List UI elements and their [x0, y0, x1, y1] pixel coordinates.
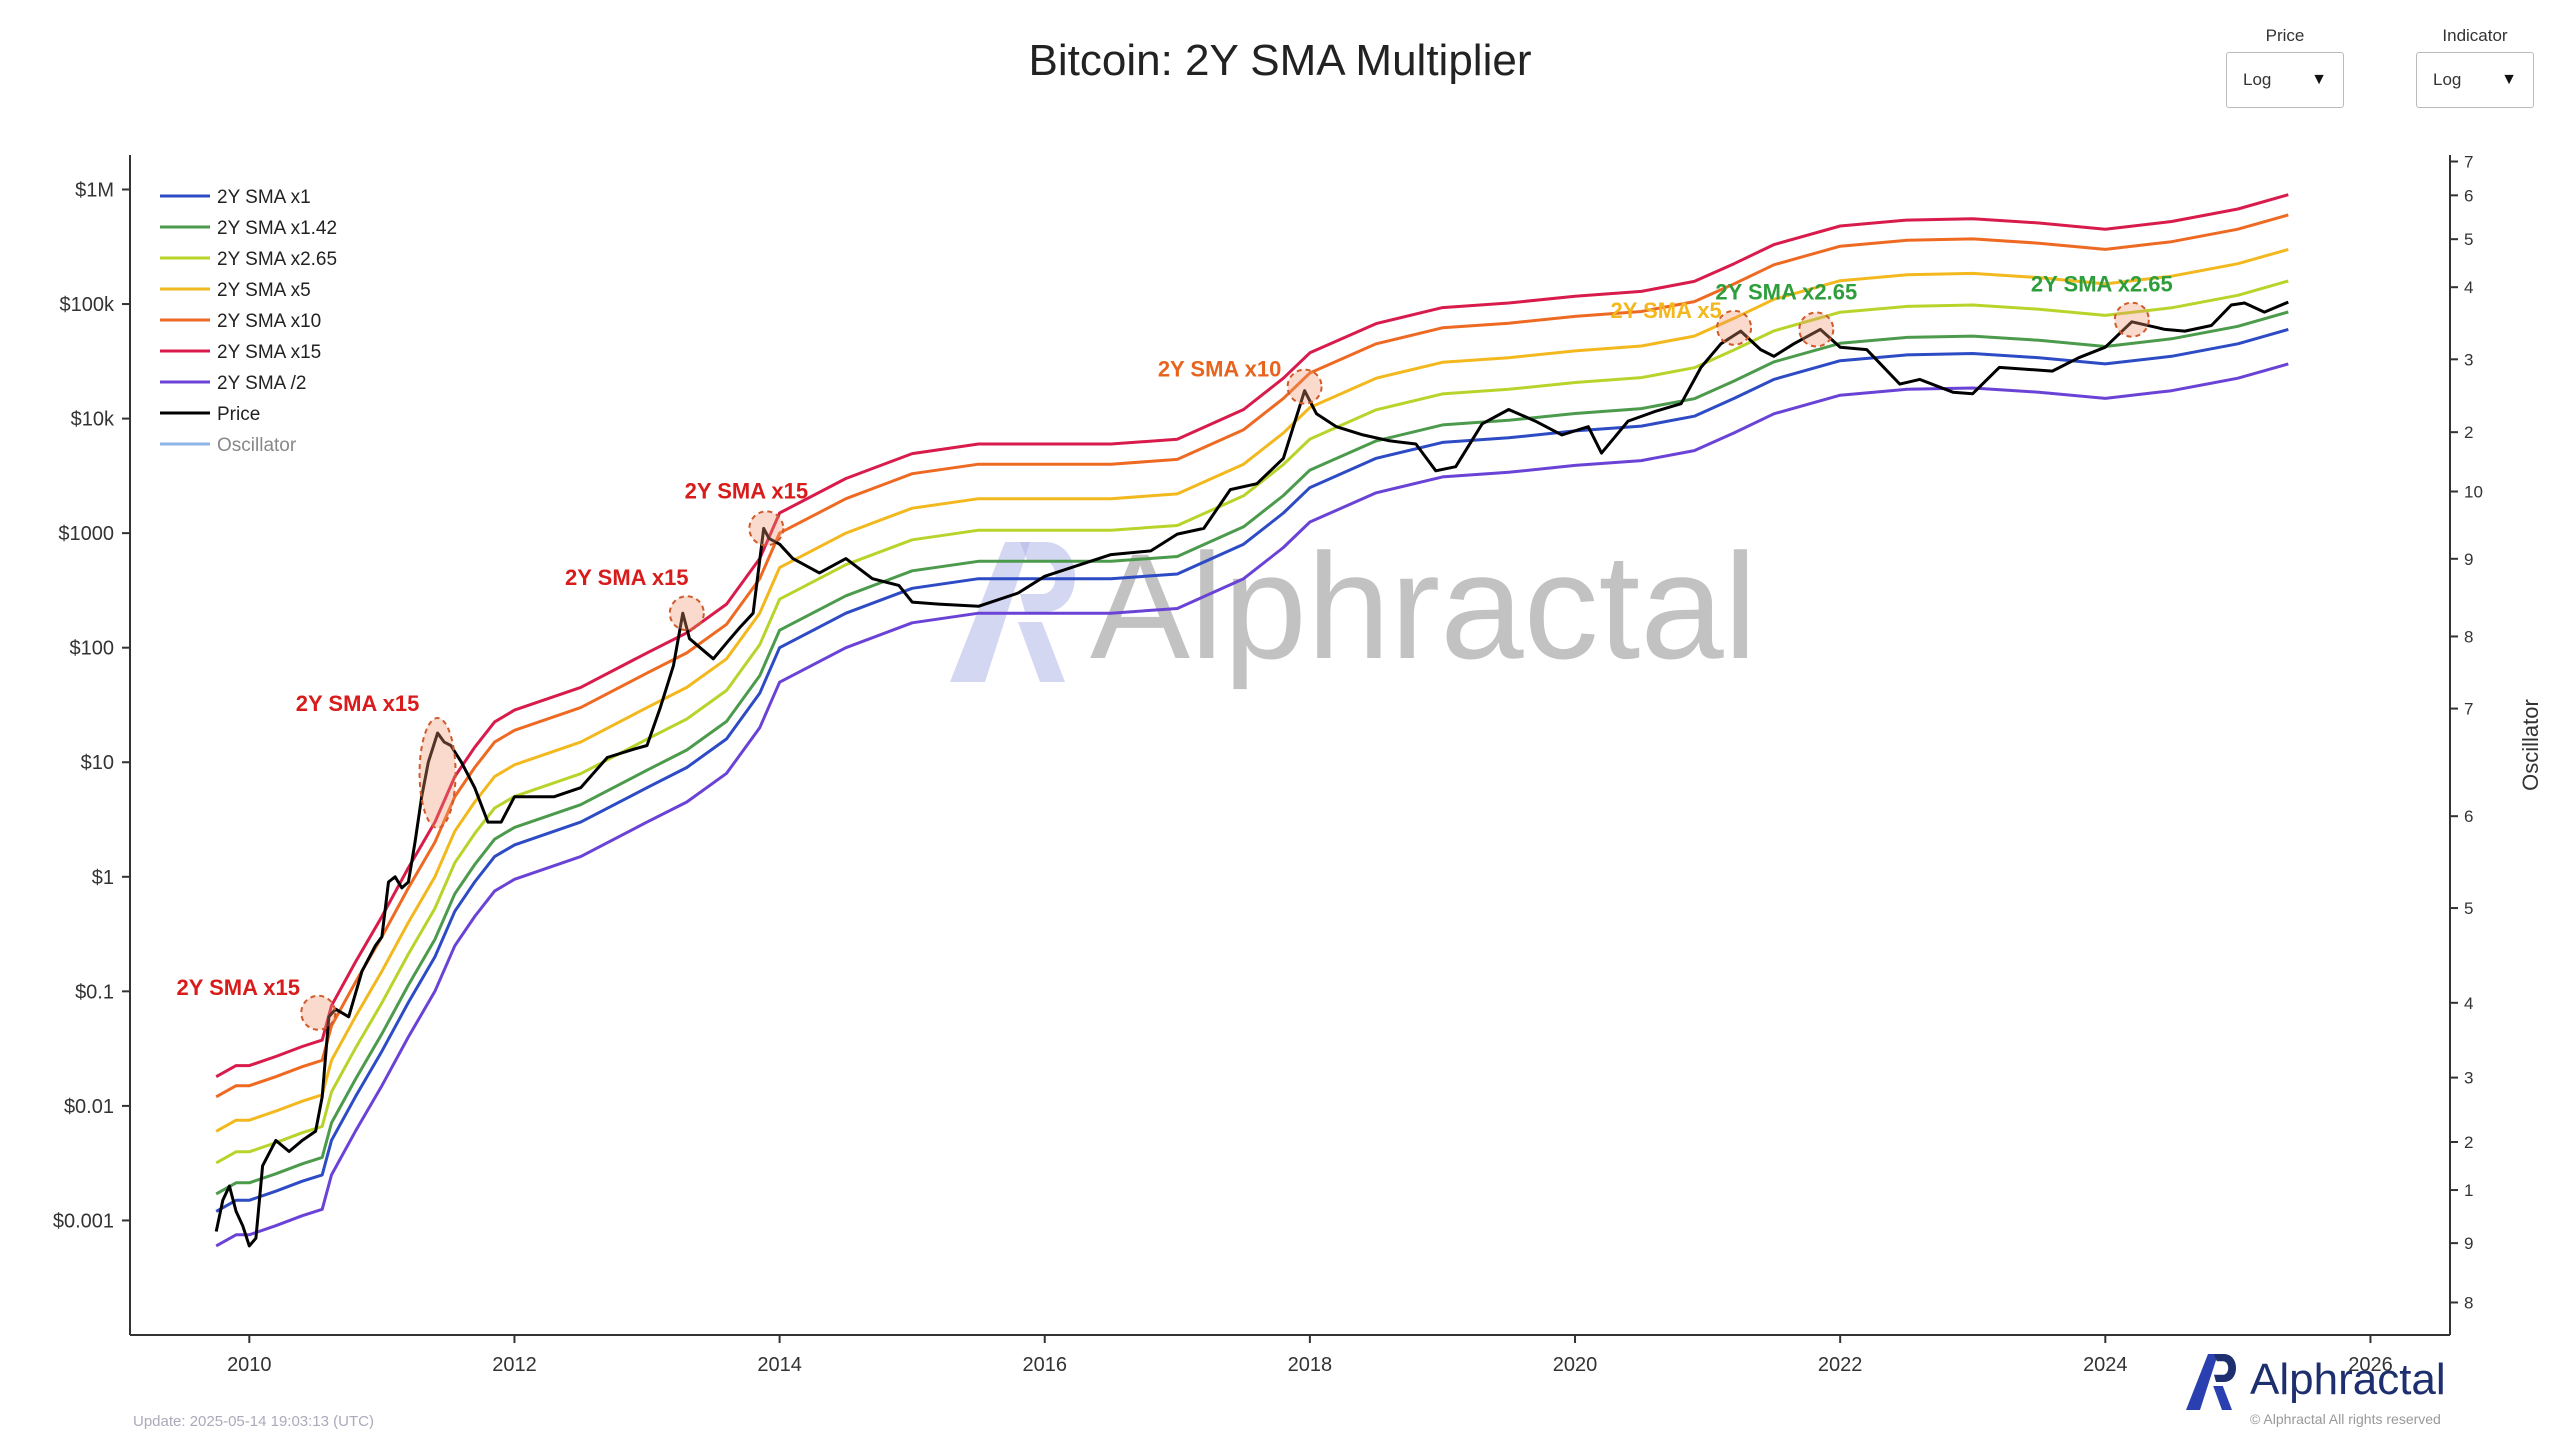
y-tick-label: $100 — [70, 638, 115, 660]
legend-item-label[interactable]: 2Y SMA x1.42 — [217, 218, 337, 239]
peak-marker — [748, 510, 785, 547]
dropdown-arrow-icon: ▼ — [2311, 71, 2327, 88]
series-line-2y-sma-x10 — [215, 213, 2289, 1099]
brand-name: Alphractal — [2250, 1355, 2446, 1404]
x-tick-label: 2016 — [1022, 1354, 1067, 1376]
y2-tick-label: 5 — [2464, 899, 2473, 918]
y2-tick-label: 1 — [2464, 1181, 2473, 1200]
alphractal-logo-icon — [2186, 1354, 2236, 1410]
y-tick-label: $10k — [71, 409, 115, 431]
x-tick-label: 2020 — [1553, 1354, 1598, 1376]
legend-item-label[interactable]: 2Y SMA x15 — [217, 342, 321, 363]
dropdown-arrow-icon: ▼ — [2501, 71, 2517, 88]
series-line-2y-sma-2 — [215, 362, 2289, 1248]
annotation-label: 2Y SMA x2.65 — [1715, 279, 1857, 304]
indicator-scale-control: Indicator Log ▼ — [2416, 26, 2534, 108]
annotation-label: 2Y SMA x15 — [685, 478, 809, 503]
price-scale-label: Price — [2265, 26, 2305, 45]
y2-tick-label: 4 — [2464, 994, 2473, 1013]
y2-tick-label: 6 — [2464, 186, 2473, 205]
y2-tick-label: 9 — [2464, 550, 2473, 569]
x-tick-label: 2026 — [2348, 1354, 2393, 1376]
y2-tick-label: 2 — [2464, 423, 2473, 442]
y2-tick-label: 8 — [2464, 1293, 2473, 1312]
indicator-scale-value: Log — [2433, 70, 2462, 89]
legend-item-label[interactable]: Price — [217, 404, 260, 425]
y-tick-label: $0.01 — [64, 1096, 114, 1118]
annotation-label: 2Y SMA x2.65 — [2031, 272, 2173, 297]
annotation-label: 2Y SMA x15 — [176, 975, 300, 1000]
y2-tick-label: 9 — [2464, 1234, 2473, 1253]
x-tick-label: 2010 — [227, 1354, 272, 1376]
series-line-2y-sma-x2-65 — [215, 279, 2289, 1165]
y-tick-label: $1 — [92, 867, 114, 889]
legend-item-label[interactable]: Oscillator — [217, 435, 297, 456]
series-line-2y-sma-x1-42 — [215, 310, 2289, 1196]
indicator-scale-label: Indicator — [2442, 26, 2508, 45]
y-tick-label: $10 — [81, 752, 114, 774]
series-line-2y-sma-x1 — [215, 327, 2289, 1213]
peak-marker — [418, 716, 457, 829]
annotation-label: 2Y SMA x10 — [1158, 357, 1282, 382]
x-tick-label: 2014 — [757, 1354, 802, 1376]
y-tick-label: $100k — [60, 294, 115, 316]
watermark-text: Alphractal — [1090, 522, 1758, 690]
peak-marker — [1716, 309, 1753, 346]
y2-tick-label: 5 — [2464, 230, 2473, 249]
peak-marker — [300, 994, 337, 1031]
series-line-2y-sma-x15 — [215, 193, 2289, 1079]
y2-tick-label: 7 — [2464, 700, 2473, 719]
y2-tick-label: 10 — [2464, 483, 2483, 502]
price-scale-select[interactable]: Log ▼ — [2226, 52, 2344, 108]
peak-marker — [1286, 368, 1323, 405]
y-tick-label: $1000 — [58, 523, 114, 545]
series-line-price — [214, 300, 2289, 1248]
y-tick-label: $0.1 — [75, 981, 114, 1003]
watermark: Alphractal — [950, 520, 1757, 693]
chart-title: Bitcoin: 2Y SMA Multiplier — [1028, 36, 1532, 85]
y2-tick-label: 2 — [2464, 1133, 2473, 1152]
peak-marker — [2113, 301, 2150, 338]
peak-marker — [1798, 311, 1835, 348]
legend-item-label[interactable]: 2Y SMA x5 — [217, 280, 311, 301]
y2-tick-label: 3 — [2464, 1069, 2473, 1088]
y-tick-label: $0.001 — [53, 1210, 114, 1232]
brand-logo: Alphractal — [2180, 1350, 2446, 1410]
update-timestamp: Update: 2025-05-14 19:03:13 (UTC) — [133, 1413, 374, 1430]
indicator-scale-select[interactable]: Log ▼ — [2416, 52, 2534, 108]
annotation-label: 2Y SMA x15 — [296, 691, 420, 716]
alphractal-watermark-logo-icon — [950, 541, 1075, 682]
copyright-text: © Alphractal All rights reserved — [2250, 1411, 2441, 1427]
y2-tick-label: 7 — [2464, 153, 2473, 172]
price-scale-value: Log — [2243, 70, 2272, 89]
y-tick-label: $1M — [75, 179, 114, 201]
legend-item-label[interactable]: 2Y SMA x1 — [217, 187, 311, 208]
series-line-2y-sma-x5 — [215, 247, 2289, 1133]
x-tick-label: 2018 — [1288, 1354, 1333, 1376]
annotation-label: 2Y SMA x5 — [1610, 298, 1721, 323]
price-scale-control: Price Log ▼ — [2226, 26, 2344, 108]
x-tick-label: 2022 — [1818, 1354, 1863, 1376]
y2-tick-label: 4 — [2464, 278, 2473, 297]
y2-tick-label: 8 — [2464, 627, 2473, 646]
x-tick-label: 2024 — [2083, 1354, 2128, 1376]
y2-tick-label: 6 — [2464, 807, 2473, 826]
y2-tick-label: 3 — [2464, 350, 2473, 369]
y2-axis-title: Oscillator — [2518, 699, 2543, 791]
legend-item-label[interactable]: 2Y SMA x2.65 — [217, 249, 337, 270]
peak-marker — [668, 595, 705, 632]
x-tick-label: 2012 — [492, 1354, 537, 1376]
legend-item-label[interactable]: 2Y SMA /2 — [217, 373, 306, 394]
legend-item-label[interactable]: 2Y SMA x10 — [217, 311, 321, 332]
annotation-label: 2Y SMA x15 — [565, 565, 689, 590]
